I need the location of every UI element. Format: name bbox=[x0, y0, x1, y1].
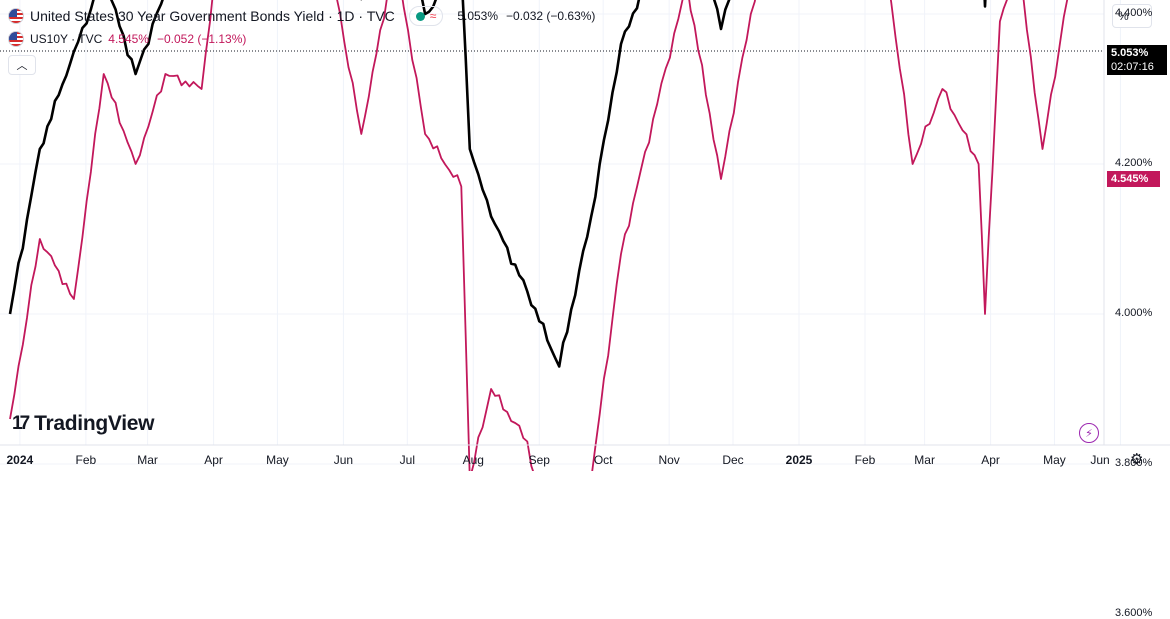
market-status-pill[interactable]: ≈ bbox=[408, 6, 444, 26]
scale-mode-button[interactable]: % bbox=[1112, 4, 1152, 28]
bolt-icon[interactable]: ⚡ bbox=[1079, 423, 1099, 443]
series-lines bbox=[8, 0, 1089, 471]
last-price-badge-value: 5.053% bbox=[1111, 47, 1149, 59]
symbol-title[interactable]: United States 30 Year Government Bonds Y… bbox=[30, 8, 395, 24]
chart-canvas[interactable] bbox=[0, 0, 1170, 471]
y-tick-label: 3.800% bbox=[1115, 457, 1153, 469]
x-tick-label: Feb bbox=[75, 453, 97, 467]
series-line-us30y[interactable] bbox=[8, 0, 1089, 368]
collapse-legend-button[interactable]: ︿ bbox=[8, 55, 36, 75]
y-tick-label: 3.600% bbox=[1115, 607, 1153, 619]
chevron-up-icon: ︿ bbox=[16, 60, 28, 72]
x-tick-label: 2025 bbox=[785, 453, 813, 467]
y-tick-label: 4.000% bbox=[1115, 307, 1153, 319]
x-tick-label: Aug bbox=[462, 453, 484, 467]
logo-mark: 17 bbox=[12, 413, 30, 434]
us-flag-icon bbox=[8, 31, 24, 47]
y-tick-label: 4.200% bbox=[1115, 157, 1153, 169]
gear-icon[interactable]: ⚙ bbox=[1130, 451, 1144, 468]
x-tick-label: Nov bbox=[658, 453, 680, 467]
x-tick-label: 2024 bbox=[6, 453, 34, 467]
y-tick-label: 4.400% bbox=[1115, 7, 1153, 19]
compare-symbol[interactable]: US10Y · TVC bbox=[30, 32, 103, 46]
x-tick-label: Mar bbox=[137, 453, 158, 467]
x-tick-label: May bbox=[266, 453, 289, 467]
x-tick-label: Jul bbox=[399, 453, 415, 467]
compare-value: 4.545% bbox=[108, 32, 149, 46]
compare-change: −0.052 (−1.13%) bbox=[156, 32, 247, 46]
x-tick-label: Oct bbox=[593, 453, 613, 467]
legend-compare[interactable]: US10Y · TVC 4.545% −0.052 (−1.13%) bbox=[8, 31, 254, 47]
x-tick-label: May bbox=[1043, 453, 1066, 467]
series-line-us10y[interactable] bbox=[9, 0, 1089, 471]
x-tick-label: Dec bbox=[722, 453, 744, 467]
x-tick-label: Jun bbox=[1090, 453, 1110, 467]
x-tick-label: Apr bbox=[204, 453, 223, 467]
x-tick-label: Feb bbox=[854, 453, 876, 467]
us-flag-icon bbox=[8, 8, 24, 24]
last-price-badge: 5.053% 02:07:16 bbox=[1107, 45, 1167, 75]
logo-text: TradingView bbox=[34, 412, 155, 435]
legend-main[interactable]: United States 30 Year Government Bonds Y… bbox=[8, 6, 603, 26]
last-value: 5.053% bbox=[457, 9, 499, 23]
delayed-data-icon: ≈ bbox=[429, 9, 437, 23]
market-open-icon bbox=[415, 11, 425, 21]
compare-price-badge: 4.545% bbox=[1107, 171, 1160, 187]
x-tick-label: Sep bbox=[528, 453, 550, 467]
x-tick-label: Apr bbox=[981, 453, 1000, 467]
tradingview-logo[interactable]: 17 TradingView bbox=[12, 412, 154, 436]
grid-lines bbox=[0, 0, 1121, 465]
x-tick-label: Mar bbox=[914, 453, 935, 467]
x-tick-label: Jun bbox=[333, 453, 354, 467]
change-value: −0.032 (−0.63%) bbox=[506, 9, 596, 23]
bar-countdown: 02:07:16 bbox=[1111, 61, 1154, 73]
